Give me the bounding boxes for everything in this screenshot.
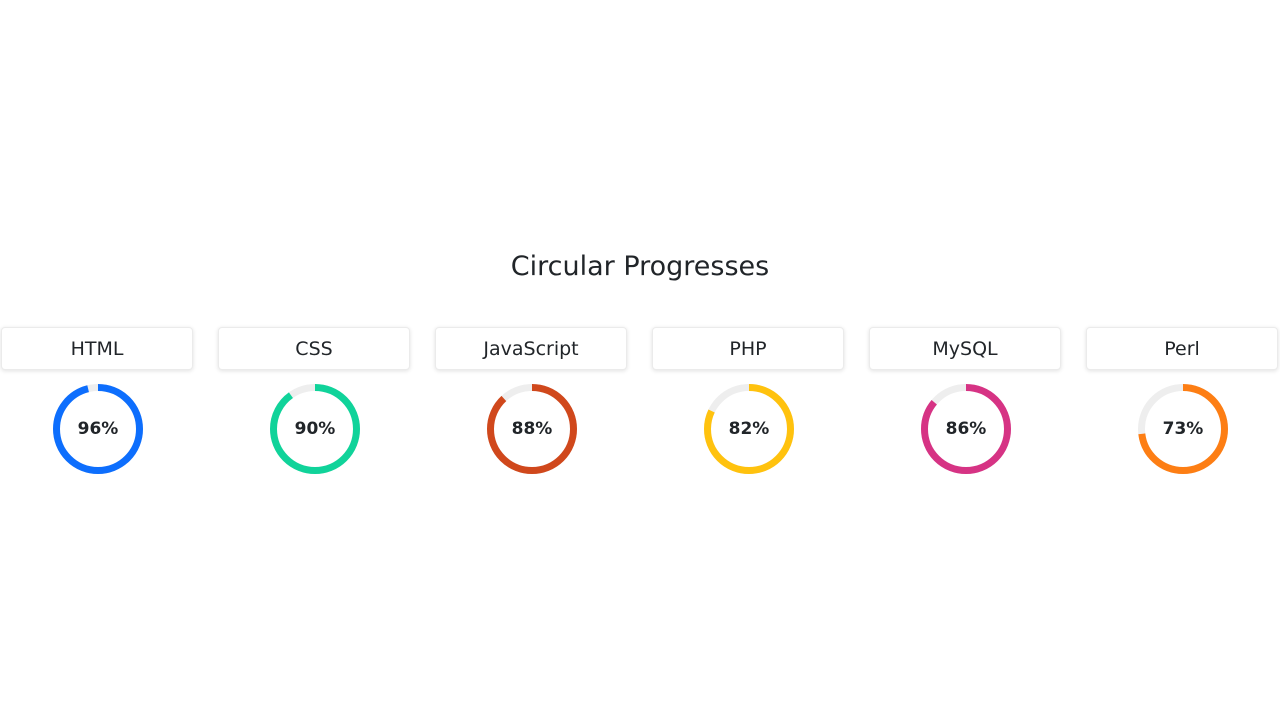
progress-item-php: PHP 82% [652,327,846,487]
progress-item-perl: Perl 73% [1086,327,1280,487]
progress-ring-svg [1138,384,1228,474]
circular-progress: 73% [1138,384,1228,474]
page-title: Circular Progresses [510,251,770,282]
circular-progress: 82% [704,384,794,474]
progress-item-mysql: MySQL 86% [869,327,1063,487]
skill-card: JavaScript [435,327,627,370]
progress-item-css: CSS 90% [218,327,412,487]
circular-progress: 86% [921,384,1011,474]
progress-arc [921,384,1011,474]
progress-percent: 96% [77,419,119,439]
progress-percent: 86% [945,419,987,439]
progress-row: HTML 96% CSS 90% JavaScript 88% PHP 82% … [0,327,1280,487]
progress-arc [704,384,794,474]
progress-percent: 90% [294,419,336,439]
progress-ring-svg [921,384,1011,474]
progress-item-html: HTML 96% [1,327,195,487]
progress-ring-svg [487,384,577,474]
progress-arc [487,384,577,474]
progress-arc [53,384,143,474]
circular-progress: 88% [487,384,577,474]
progress-arc [270,384,360,474]
skill-card: PHP [652,327,844,370]
progress-ring-svg [704,384,794,474]
skill-card: CSS [218,327,410,370]
skill-card: Perl [1086,327,1278,370]
progress-percent: 88% [511,419,553,439]
progress-ring-svg [53,384,143,474]
skill-card: MySQL [869,327,1061,370]
circular-progress: 96% [53,384,143,474]
circular-progress: 90% [270,384,360,474]
progress-percent: 73% [1162,419,1204,439]
skill-card: HTML [1,327,193,370]
progress-item-javascript: JavaScript 88% [435,327,629,487]
progress-arc [1138,384,1228,474]
progress-percent: 82% [728,419,770,439]
progress-ring-svg [270,384,360,474]
